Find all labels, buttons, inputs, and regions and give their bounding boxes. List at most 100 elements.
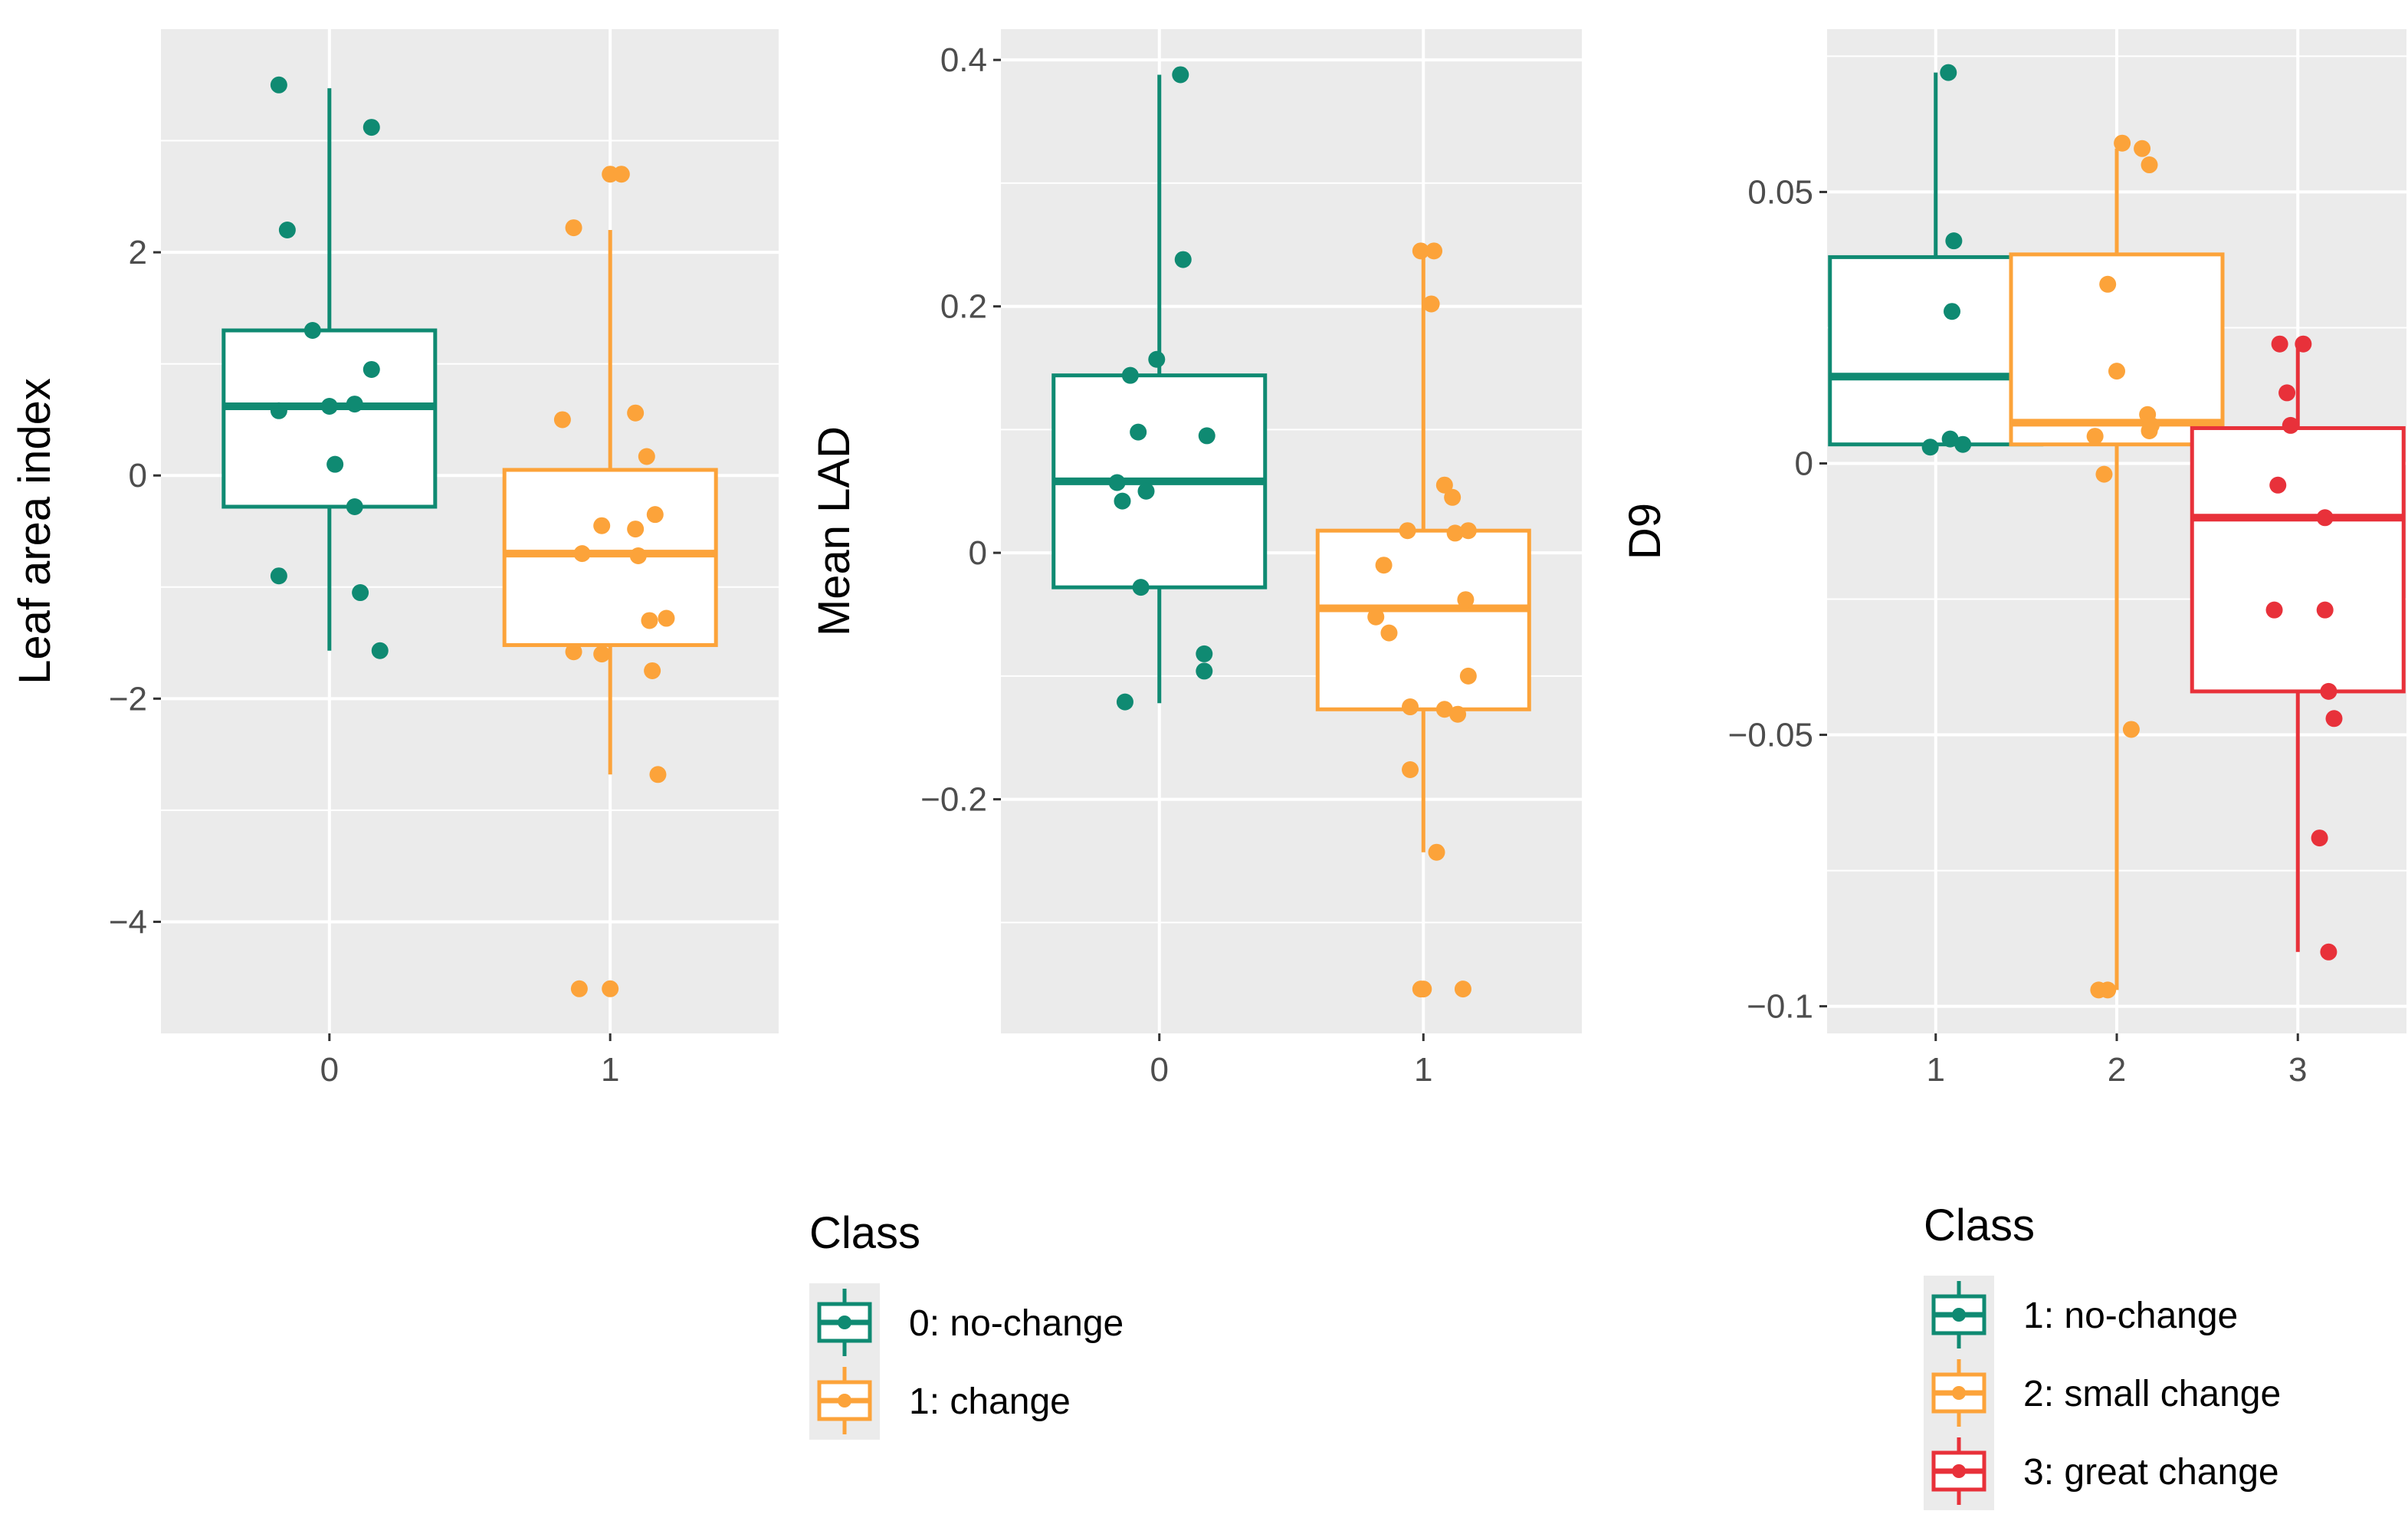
data-point <box>1944 303 1961 320</box>
data-point <box>320 397 338 415</box>
data-point <box>1945 232 1963 250</box>
chart-panel-2: 0.4 0.2 0 −0.2 0 1 Mean LAD <box>809 29 1582 1089</box>
legend-key-point <box>1952 1308 1966 1322</box>
legend-2: Class 1: no-change 2: small change 3: great… <box>1924 1201 2281 1510</box>
y-tick-label: 0.4 <box>940 41 987 79</box>
data-point <box>1402 761 1419 779</box>
data-point <box>371 642 389 659</box>
data-point <box>1454 981 1471 998</box>
x-tick-label: 0 <box>1150 1051 1168 1089</box>
data-point <box>646 506 664 524</box>
box-1 <box>1315 251 1531 852</box>
data-point <box>2134 140 2151 157</box>
data-point <box>2265 601 2283 619</box>
data-point <box>1415 981 1432 998</box>
data-point <box>553 411 571 429</box>
y-tick-label: 0.05 <box>1747 173 1813 211</box>
x-tick-label: 3 <box>2288 1051 2307 1089</box>
data-point <box>1428 843 1445 861</box>
data-point <box>2271 335 2288 353</box>
legend-key <box>1931 1359 1986 1427</box>
y-axis-title: Mean LAD <box>809 426 859 636</box>
legend-key-point <box>838 1394 851 1408</box>
data-point <box>346 498 363 515</box>
box-0 <box>1051 74 1268 704</box>
data-point <box>1375 557 1393 574</box>
data-point <box>1172 66 1189 84</box>
y-tick-label: 0 <box>129 457 147 494</box>
y-tick-label: 2 <box>129 234 147 271</box>
data-point <box>1108 474 1126 491</box>
legend-key-point <box>1952 1386 1966 1400</box>
data-point <box>1399 522 1416 540</box>
data-point <box>270 76 287 94</box>
box-iqr <box>1315 528 1531 711</box>
data-point <box>1130 423 1147 441</box>
x-tick-label: 1 <box>601 1051 619 1089</box>
data-point <box>612 166 630 183</box>
data-point <box>2122 721 2140 738</box>
data-point <box>2141 422 2158 439</box>
y-tick-label: −0.1 <box>1747 988 1813 1026</box>
box-2 <box>2009 148 2225 990</box>
data-point <box>363 360 380 378</box>
data-point <box>658 609 675 627</box>
legend-key <box>817 1289 872 1356</box>
y-axis-title: D9 <box>1620 503 1670 560</box>
data-point <box>1435 476 1453 494</box>
data-point <box>1114 492 1131 510</box>
legend-title: Class <box>809 1208 920 1258</box>
legend-entry-label: 0: no-change <box>909 1303 1124 1344</box>
data-point <box>1954 435 1972 453</box>
data-point <box>1196 645 1213 662</box>
data-point <box>565 219 582 237</box>
data-point <box>278 222 296 238</box>
box-1 <box>502 230 718 775</box>
data-point <box>593 517 611 534</box>
data-point <box>2141 156 2158 174</box>
legend-1: Class 0: no-change 1: change <box>809 1208 1124 1440</box>
data-point <box>1116 693 1133 711</box>
data-point <box>2282 416 2299 434</box>
data-point <box>1444 488 1462 506</box>
data-point <box>1940 64 1957 81</box>
data-point <box>1449 705 1467 723</box>
legend-key-point <box>838 1316 851 1329</box>
legend-entry-label: 1: change <box>909 1381 1071 1422</box>
data-point <box>1921 439 1939 456</box>
data-point <box>2316 601 2334 619</box>
data-point <box>2325 710 2343 728</box>
data-point <box>2099 981 2117 999</box>
data-point <box>2086 428 2104 445</box>
data-point <box>1457 591 1475 609</box>
box-0 <box>221 88 438 651</box>
data-point <box>1459 667 1477 685</box>
y-tick-label: −0.2 <box>920 781 987 819</box>
data-point <box>2320 943 2337 961</box>
data-point <box>1446 524 1464 542</box>
data-point <box>1412 242 1429 260</box>
data-point <box>593 645 611 663</box>
data-point <box>1132 579 1150 596</box>
y-tick-label: −2 <box>109 680 147 718</box>
chart-panel-1: 2 0 −2 −4 0 1 Leaf area index <box>10 29 779 1089</box>
x-tick-label: 0 <box>320 1051 339 1089</box>
chart-panel-3: 0.05 0 −0.05 −0.1 1 2 3 D9 <box>1620 29 2406 1089</box>
data-point <box>2108 363 2125 380</box>
data-point <box>638 448 655 465</box>
data-point <box>573 545 591 563</box>
data-point <box>649 766 667 783</box>
legend-key-point <box>1952 1464 1966 1478</box>
data-point <box>644 662 661 679</box>
data-point <box>1941 430 1959 448</box>
data-point <box>2269 476 2287 494</box>
data-point <box>1121 366 1139 384</box>
y-tick-label: 0 <box>1795 445 1813 482</box>
legend-entry-label: 2: small change <box>2023 1374 2281 1414</box>
data-point <box>1367 608 1385 626</box>
data-point <box>565 643 582 661</box>
legend-key <box>817 1367 872 1434</box>
data-point <box>352 584 369 602</box>
y-tick-label: −4 <box>109 903 147 941</box>
data-point <box>2316 509 2334 527</box>
